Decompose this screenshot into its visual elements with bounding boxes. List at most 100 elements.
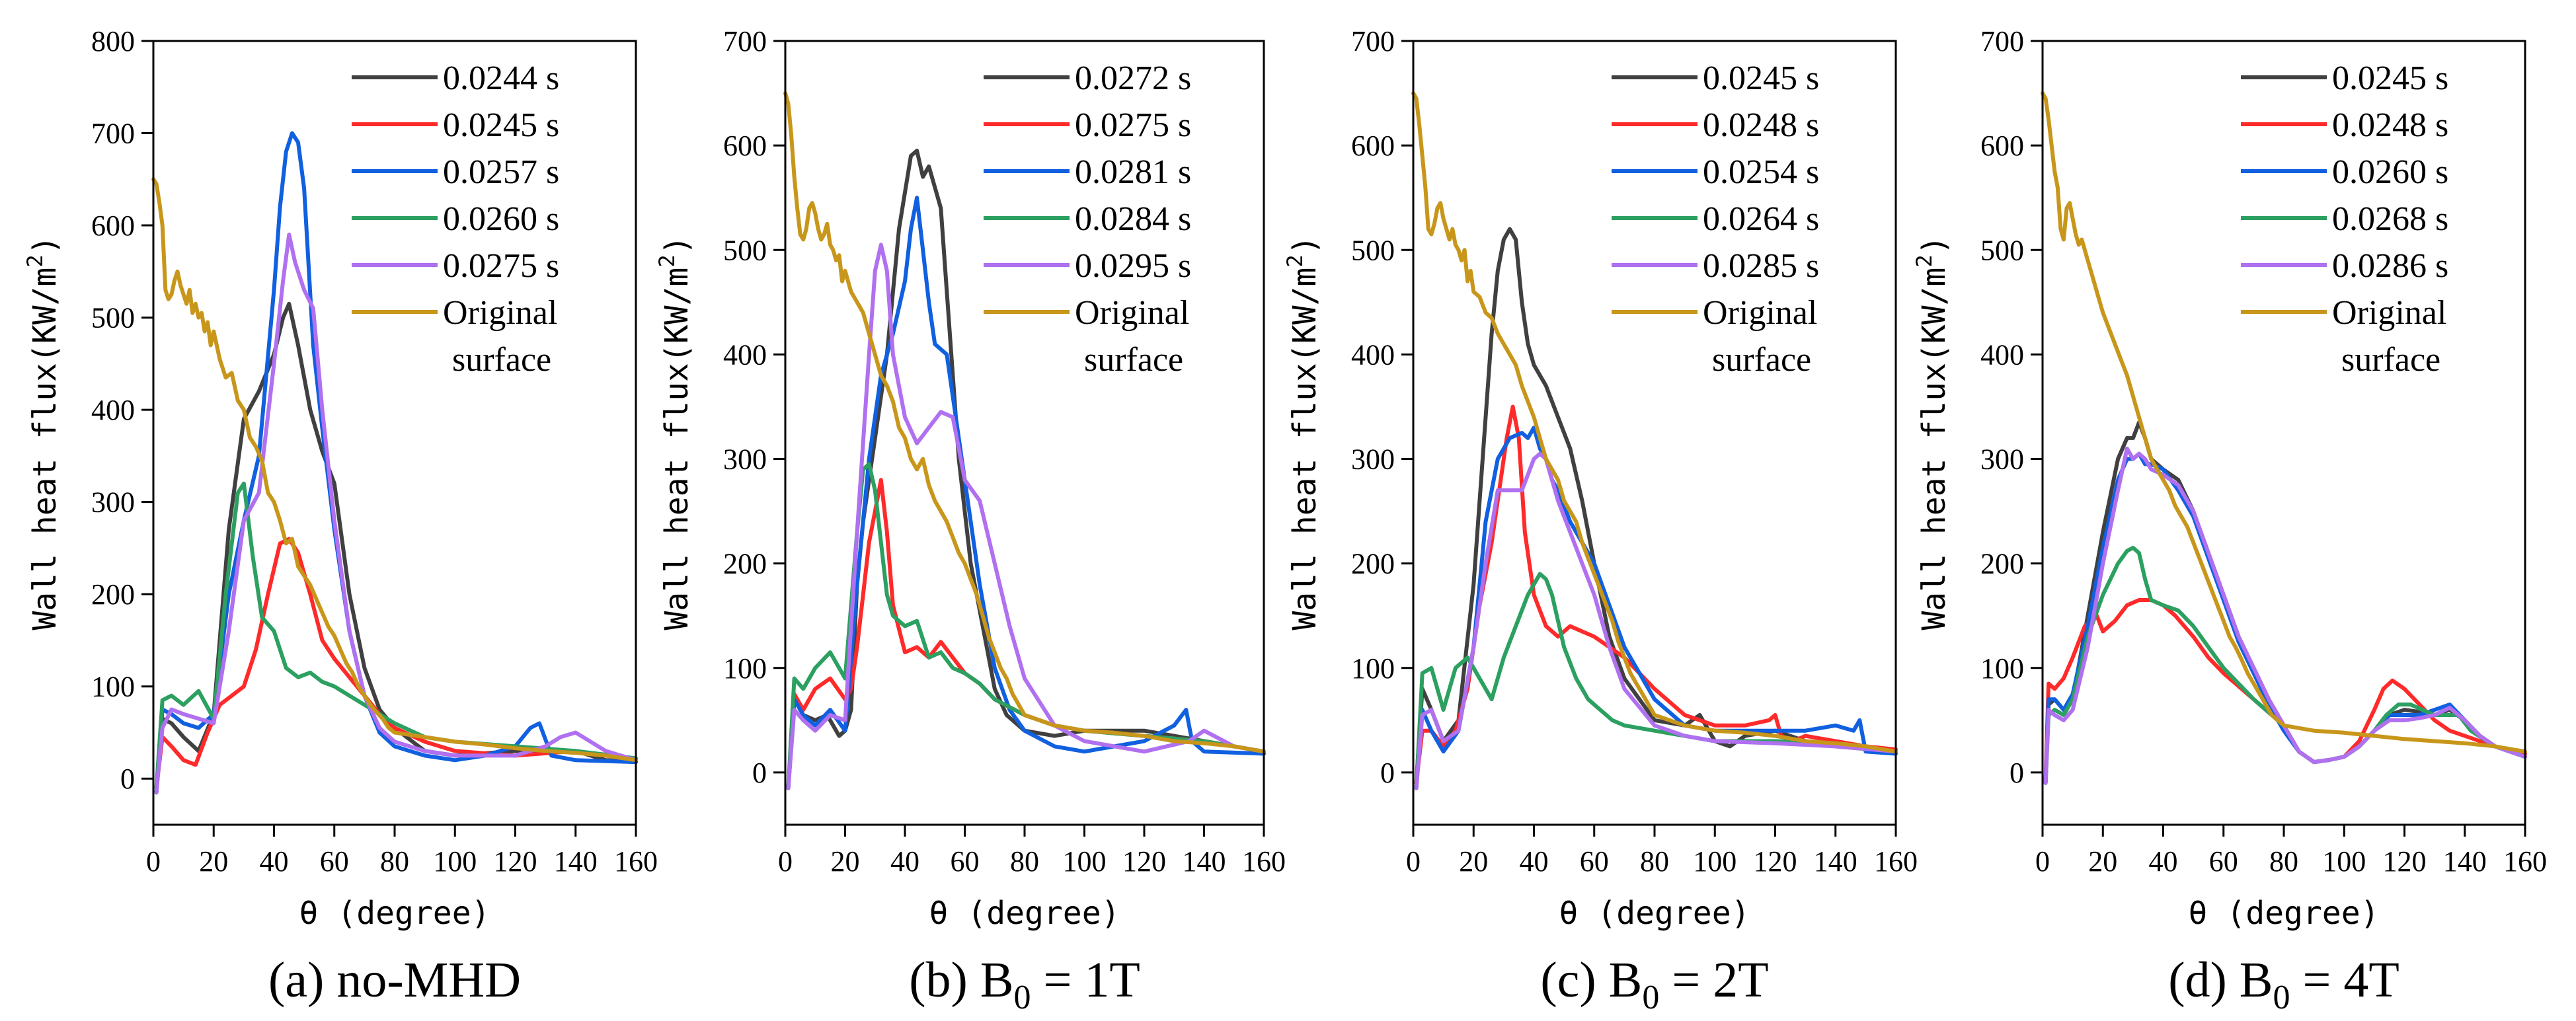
legend-label: 0.0244 s xyxy=(443,59,559,97)
legend-label: 0.0275 s xyxy=(443,247,559,285)
legend-label-continued: surface xyxy=(1712,341,1811,379)
chart-panel-4: 0 20 40 60 80 100 120 140 1600100200300400500600… xyxy=(1912,25,2547,1016)
legend-label: 0.0245 s xyxy=(2332,59,2448,97)
caption-suffix: = 2T xyxy=(1659,952,1768,1008)
series-line-5 xyxy=(154,233,638,795)
legend-label: 0.0281 s xyxy=(1075,153,1191,191)
series-line-3 xyxy=(786,196,1266,790)
x-tick-label: 160 xyxy=(1242,845,1286,878)
y-tick-label: 700 xyxy=(723,25,767,57)
caption-subscript: 0 xyxy=(1014,979,1031,1016)
y-tick-label: 200 xyxy=(1980,548,2024,580)
x-tick-label: 0 xyxy=(146,845,161,878)
series-line-2 xyxy=(154,537,638,790)
panel-caption: (d) B0 = 4T xyxy=(2168,952,2400,1016)
series-line-6 xyxy=(1411,91,1898,754)
y-axis-title-close: ) xyxy=(1286,235,1323,254)
y-tick-label: 400 xyxy=(1980,338,2024,371)
legend-label: 0.0264 s xyxy=(1703,200,1819,238)
legend: 0.0245 s 0.0248 s 0.0254 s 0.0264 s 0.0285 s… xyxy=(1612,59,1819,379)
y-tick-label: 200 xyxy=(1351,548,1395,580)
x-tick-label: 160 xyxy=(2503,845,2547,878)
x-tick-label: 0 xyxy=(1406,845,1421,878)
y-axis-title-superscript: 2 xyxy=(22,254,48,267)
y-tick-label: 300 xyxy=(723,443,767,476)
panel-caption: (b) B0 = 1T xyxy=(909,952,1140,1016)
chart-panel-2: 0 20 40 60 80 100 120 140 1600100200300400500600… xyxy=(654,25,1286,1016)
y-tick-label: 500 xyxy=(1980,234,2024,266)
legend-label: 0.0260 s xyxy=(443,200,559,238)
x-tick-label: 160 xyxy=(1874,845,1918,878)
legend-label: 0.0285 s xyxy=(1703,247,1819,285)
y-tick-label: 800 xyxy=(91,25,135,57)
y-tick-label: 300 xyxy=(1980,443,2024,476)
y-axis-title-text: Wall heat flux(KW/m xyxy=(26,268,63,630)
chart-panel-3: 0 20 40 60 80 100 120 140 1600100200300400500600… xyxy=(1282,25,1918,1016)
series-group xyxy=(1411,91,1898,790)
y-tick-label: 600 xyxy=(1980,130,2024,162)
y-axis-title: Wall heat flux(KW/m2) xyxy=(1282,235,1323,630)
panel-caption: (c) B0 = 2T xyxy=(1540,952,1768,1016)
x-tick-label: 20 xyxy=(2088,845,2117,878)
y-tick-label: 700 xyxy=(1351,25,1395,57)
series-line-5 xyxy=(786,243,1266,790)
y-axis-title-text: Wall heat flux(KW/m xyxy=(658,268,695,630)
x-tick-label: 60 xyxy=(320,845,349,878)
x-tick-label: 40 xyxy=(890,845,919,878)
legend: 0.0244 s 0.0245 s 0.0257 s 0.0260 s 0.0275 s… xyxy=(352,59,559,379)
x-tick-label: 80 xyxy=(1640,845,1669,878)
series-line-6 xyxy=(783,91,1266,754)
legend-label: Original xyxy=(443,294,557,332)
y-tick-label: 300 xyxy=(91,486,135,519)
legend-label: Original xyxy=(1703,294,1817,332)
y-tick-label: 300 xyxy=(1351,443,1395,476)
series-line-6 xyxy=(151,177,638,763)
x-tick-label: 0 xyxy=(2035,845,2050,878)
y-tick-label: 100 xyxy=(1980,652,2024,685)
y-tick-label: 0 xyxy=(752,757,767,789)
y-tick-label: 600 xyxy=(91,209,135,242)
legend-label-continued: surface xyxy=(1084,341,1183,379)
y-tick-label: 100 xyxy=(723,652,767,685)
y-tick-label: 400 xyxy=(723,338,767,371)
series-line-1 xyxy=(1414,227,1898,785)
series-group xyxy=(151,131,638,795)
x-tick-label: 100 xyxy=(2322,845,2366,878)
series-group xyxy=(2041,91,2527,785)
series-line-4 xyxy=(2043,545,2527,785)
caption-text: (c) B xyxy=(1540,952,1642,1008)
legend-label-continued: surface xyxy=(452,341,551,379)
x-tick-label: 120 xyxy=(2383,845,2427,878)
legend-label: 0.0254 s xyxy=(1703,153,1819,191)
y-axis-title: Wall heat flux(KW/m2) xyxy=(22,235,63,630)
x-tick-label: 120 xyxy=(494,845,537,878)
chart-panel-1: 0 20 40 60 80 100 120 140 160 0 100 200 300 400 500 600… xyxy=(22,25,658,1008)
legend-label: 0.0245 s xyxy=(443,106,559,144)
x-tick-label: 100 xyxy=(1063,845,1107,878)
legend: 0.0272 s 0.0275 s 0.0281 s 0.0284 s 0.0295 s… xyxy=(984,59,1191,379)
x-tick-label: 140 xyxy=(554,845,598,878)
x-tick-label: 40 xyxy=(1520,845,1549,878)
legend-label: 0.0248 s xyxy=(1703,106,1819,144)
legend-label: 0.0248 s xyxy=(2332,106,2448,144)
y-tick-label: 500 xyxy=(1351,234,1395,266)
caption-text: (d) B xyxy=(2168,952,2273,1008)
caption-subscript: 0 xyxy=(1642,979,1659,1016)
x-tick-label: 80 xyxy=(380,845,409,878)
y-tick-label: 0 xyxy=(2010,757,2024,789)
x-tick-label: 80 xyxy=(2269,845,2298,878)
x-tick-label: 0 xyxy=(778,845,793,878)
x-tick-label: 40 xyxy=(2149,845,2178,878)
legend-label-continued: surface xyxy=(2341,341,2440,379)
series-line-5 xyxy=(2043,446,2527,785)
x-tick-label: 100 xyxy=(433,845,477,878)
y-tick-label: 700 xyxy=(1980,25,2024,57)
y-tick-label: 200 xyxy=(91,578,135,611)
series-group xyxy=(783,91,1266,790)
y-tick-label: 600 xyxy=(723,130,767,162)
panel-caption: (a) no-MHD xyxy=(268,952,521,1008)
x-tick-label: 100 xyxy=(1693,845,1737,878)
series-line-3 xyxy=(2043,451,2527,785)
legend-label: 0.0268 s xyxy=(2332,200,2448,238)
x-axis-title: θ (degree) xyxy=(2189,895,2380,932)
